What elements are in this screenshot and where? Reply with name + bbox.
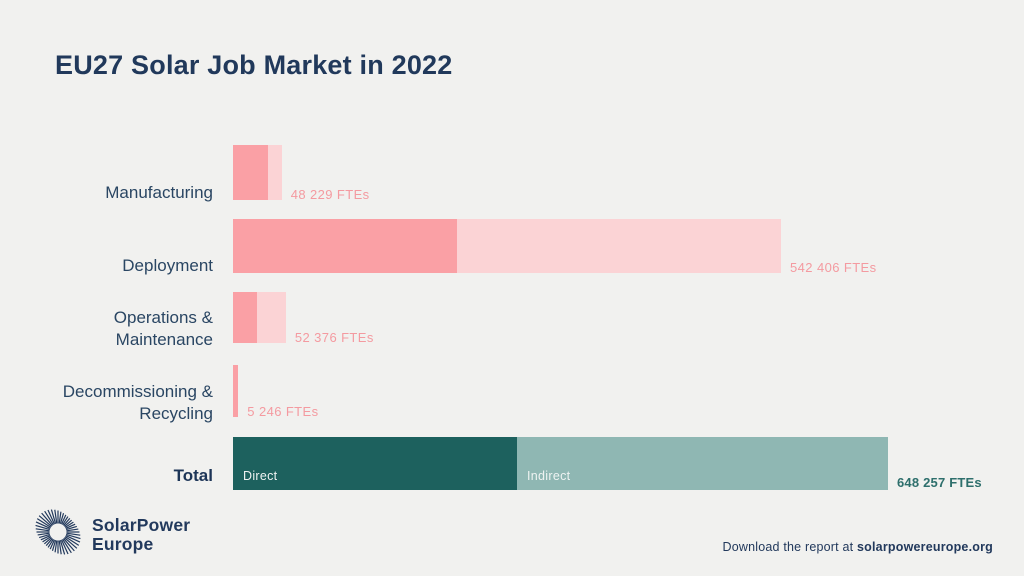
chart-row-manufacturing: Manufacturing 48 229 FTEs [0,145,1024,202]
bar-deployment [233,219,782,273]
page-title: EU27 Solar Job Market in 2022 [55,50,452,81]
bar-segment-indirect: Indirect [517,437,888,490]
page-title-bold: EU27 [55,50,124,80]
logo-wordmark: SolarPower Europe [92,514,191,554]
bar-segment-direct [233,145,268,200]
chart-row-deployment: Deployment 542 406 FTEs [0,219,1024,275]
page-title-rest: Solar Job Market in 2022 [123,50,453,80]
bar-segment-direct: Direct [233,437,518,490]
category-label-total: Total [173,466,213,485]
indirect-legend-label: Indirect [527,469,571,483]
bar-operations-maintenance [233,292,286,343]
direct-legend-label: Direct [243,469,278,483]
download-note: Download the report at solarpowereurope.… [722,540,993,554]
download-url-link[interactable]: solarpowereurope.org [857,540,993,554]
logo-line1: SolarPower [92,514,191,535]
bar-segment-direct [233,365,239,417]
value-label: 5 246 FTEs [247,404,319,419]
value-label: 48 229 FTEs [290,187,370,202]
bar-segment-indirect [457,219,782,273]
logo-line2: Europe [92,533,154,554]
value-label: 542 406 FTEs [790,260,877,275]
download-prefix: Download the report at [722,540,858,554]
category-label: Operations & Maintenance [113,308,213,349]
bar-decommissioning-recycling [233,365,239,417]
category-label: Manufacturing [105,183,213,202]
value-label-total: 648 257 FTEs [897,475,982,490]
category-label: Decommissioning & Recycling [62,382,213,423]
bar-segment-direct [233,292,258,343]
bar-segment-direct [233,219,457,273]
sunburst-icon [32,506,84,563]
value-label: 52 376 FTEs [294,330,374,345]
bar-segment-indirect [267,145,282,200]
bar-segment-indirect [257,292,286,343]
chart-row-total: Total Direct Indirect 648 257 FTEs [0,437,1024,490]
category-label: Deployment [122,256,213,275]
bar-manufacturing [233,145,282,200]
bar-total: Direct Indirect [233,437,888,490]
chart-row-operations-maintenance: Operations & Maintenance 52 376 FTEs [0,292,1024,349]
solarpower-europe-logo: SolarPower Europe [32,506,190,563]
chart-row-decommissioning-recycling: Decommissioning & Recycling 5 246 FTEs [0,365,1024,423]
